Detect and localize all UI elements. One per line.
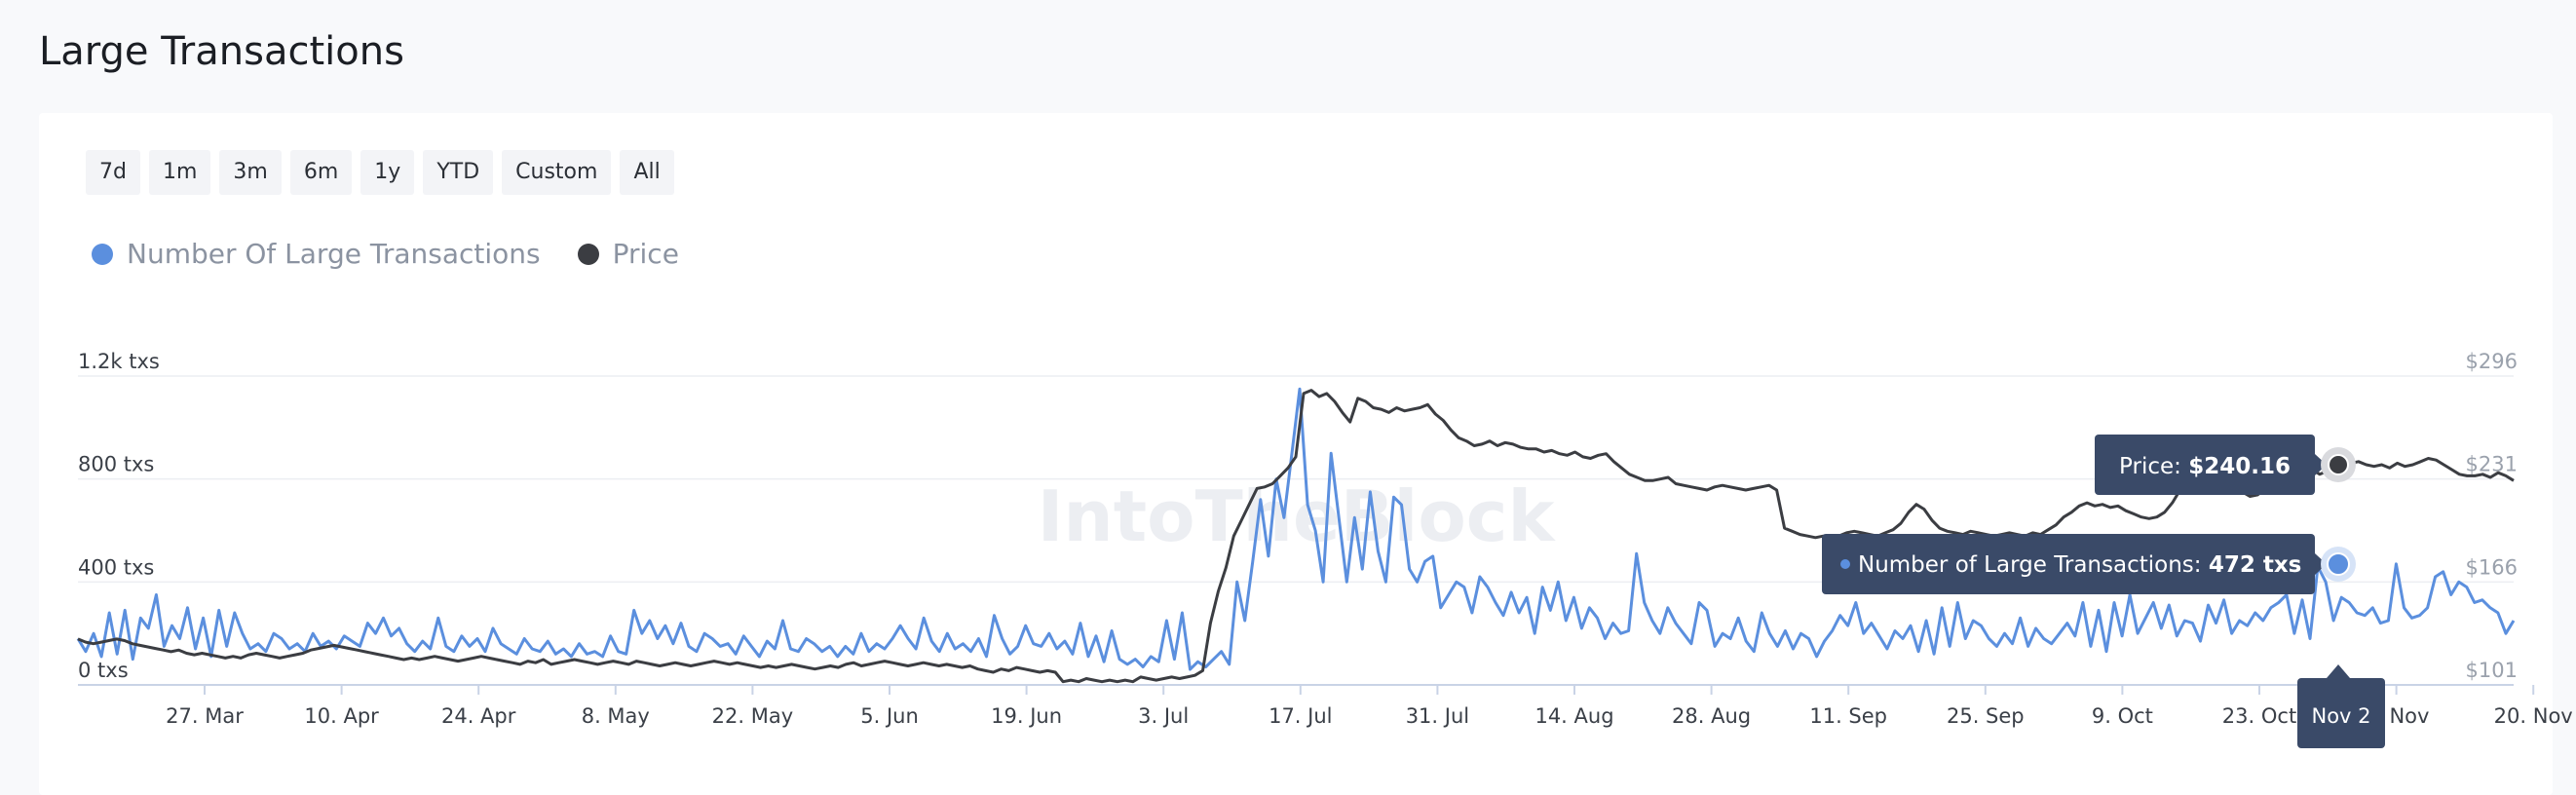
x-tick-label: 31. Jul <box>1406 704 1469 728</box>
legend-marker-transactions <box>92 243 113 265</box>
x-tick-label: 22. May <box>712 704 794 728</box>
range-7d-button[interactable]: 7d <box>86 150 140 195</box>
y-right-tick-label: $166 <box>2466 555 2518 579</box>
x-tick-label: 19. Jun <box>991 704 1062 728</box>
range-custom-button[interactable]: Custom <box>502 150 612 195</box>
legend-label-price: Price <box>612 238 679 270</box>
legend-item-price[interactable]: Price <box>577 238 679 270</box>
x-tick-label: 25. Sep <box>1947 704 2025 728</box>
tx-tooltip-text: Number of Large Transactions: 472 txs <box>1858 552 2301 578</box>
x-tick-label: 10. Apr <box>304 704 379 728</box>
tx-tooltip-marker <box>1840 559 1850 569</box>
range-ytd-button[interactable]: YTD <box>423 150 494 195</box>
range-3m-button[interactable]: 3m <box>219 150 282 195</box>
range-all-button[interactable]: All <box>620 150 674 195</box>
transactions-series-line <box>76 387 2516 671</box>
x-tick-label: 3. Jul <box>1138 704 1189 728</box>
x-tick-label: 27. Mar <box>166 704 244 728</box>
x-tick-label: 14. Aug <box>1534 704 1613 728</box>
x-tick-label: 17. Jul <box>1269 704 1332 728</box>
price-series-line <box>77 389 2515 684</box>
date-tooltip-box <box>2297 678 2385 748</box>
x-tick-label: 28. Aug <box>1672 704 1751 728</box>
x-tick-label: 23. Oct <box>2222 704 2296 728</box>
range-selector: 7d 1m 3m 6m 1y YTD Custom All <box>86 150 674 195</box>
y-right-tick-label: $296 <box>2466 350 2518 373</box>
tx-tooltip-box <box>1822 534 2315 594</box>
chart-plot: IntoTheBlock 0 txs $101 400 txs $166 800 txs… <box>76 350 2573 748</box>
range-6m-button[interactable]: 6m <box>289 150 353 195</box>
page-title: Large Transactions <box>39 29 404 74</box>
price-hover-point[interactable] <box>2328 454 2349 475</box>
watermark-text: IntoTheBlock <box>1038 475 1557 557</box>
price-tooltip-value: $240.16 <box>2188 454 2291 479</box>
date-tooltip-text: Nov 2 <box>2311 704 2370 728</box>
x-tick-label: 20. Nov <box>2494 704 2573 728</box>
price-tooltip-label: Price: <box>2119 454 2181 479</box>
legend-marker-price <box>577 243 599 265</box>
price-tooltip-box <box>2095 435 2315 495</box>
date-tooltip-pointer <box>2327 664 2350 678</box>
tx-hover-point[interactable] <box>2327 552 2350 576</box>
legend-label-transactions: Number Of Large Transactions <box>127 238 541 270</box>
x-tick-label: 8. May <box>582 704 650 728</box>
chart-legend: Number Of Large Transactions Price <box>92 238 716 270</box>
y-right-tick-label: $101 <box>2466 659 2518 682</box>
y-left-tick-label: 1.2k txs <box>78 350 160 373</box>
range-1y-button[interactable]: 1y <box>360 150 415 195</box>
price-tooltip-text: Price: $240.16 <box>2119 454 2291 479</box>
y-right-tick-label: $231 <box>2466 453 2518 476</box>
tx-tooltip-label: Number of Large Transactions: <box>1858 552 2202 578</box>
tx-tooltip-value: 472 txs <box>2209 552 2302 578</box>
x-tick-label: 5. Jun <box>860 704 919 728</box>
range-1m-button[interactable]: 1m <box>148 150 211 195</box>
legend-item-transactions[interactable]: Number Of Large Transactions <box>92 238 541 270</box>
x-tick-label: 9. Oct <box>2092 704 2153 728</box>
y-left-tick-label: 0 txs <box>78 659 129 682</box>
y-left-tick-label: 800 txs <box>78 453 154 476</box>
y-left-tick-label: 400 txs <box>78 555 154 579</box>
x-tick-label: 11. Sep <box>1809 704 1887 728</box>
x-tick-label: 24. Apr <box>441 704 516 728</box>
